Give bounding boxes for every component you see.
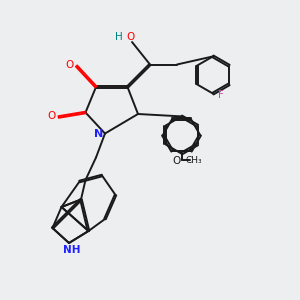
Text: O: O — [48, 111, 56, 121]
Text: N: N — [94, 129, 103, 139]
Text: O: O — [172, 156, 181, 166]
Text: F: F — [218, 90, 224, 100]
Text: CH₃: CH₃ — [186, 156, 202, 165]
Text: O: O — [66, 59, 74, 70]
Text: H: H — [115, 32, 122, 42]
Text: NH: NH — [63, 244, 80, 255]
Text: O: O — [126, 32, 135, 42]
